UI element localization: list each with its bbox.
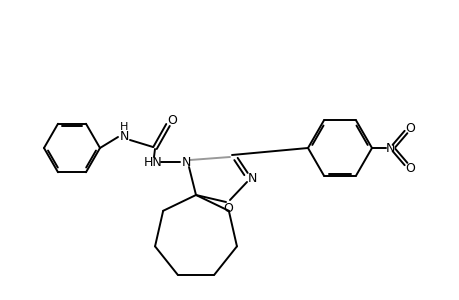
Text: O: O	[404, 161, 414, 175]
Text: O: O	[223, 202, 232, 214]
Text: H: H	[119, 122, 128, 132]
Text: N: N	[385, 142, 394, 154]
Text: O: O	[167, 113, 177, 127]
Text: O: O	[404, 122, 414, 134]
Text: N: N	[119, 130, 129, 142]
Text: N: N	[247, 172, 256, 184]
Text: HN: HN	[143, 155, 162, 169]
Text: N: N	[181, 155, 190, 169]
